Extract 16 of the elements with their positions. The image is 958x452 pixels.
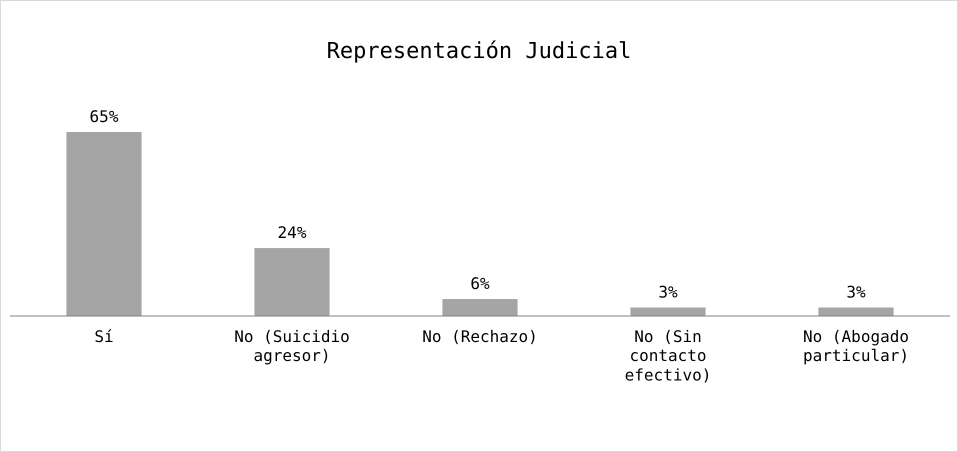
bar: [442, 299, 518, 316]
data-label: 6%: [470, 274, 490, 294]
bar: [818, 308, 894, 316]
data-label: 3%: [846, 282, 866, 302]
x-tick-label: Sí: [94, 327, 114, 346]
bar: [630, 308, 706, 316]
data-label: 24%: [278, 223, 307, 242]
bar: [66, 132, 142, 316]
bar: [254, 248, 330, 316]
x-tick-label: No (Rechazo): [422, 327, 538, 346]
data-label: 65%: [90, 107, 119, 126]
x-tick-label: No (Sin contacto efectivo): [624, 327, 712, 384]
chart-title: Representación Judicial: [326, 39, 632, 64]
x-tick-label: No (Abogado particular): [803, 327, 909, 366]
data-label: 3%: [658, 282, 678, 302]
x-tick-label: No (Suicidio agresor): [234, 327, 350, 366]
